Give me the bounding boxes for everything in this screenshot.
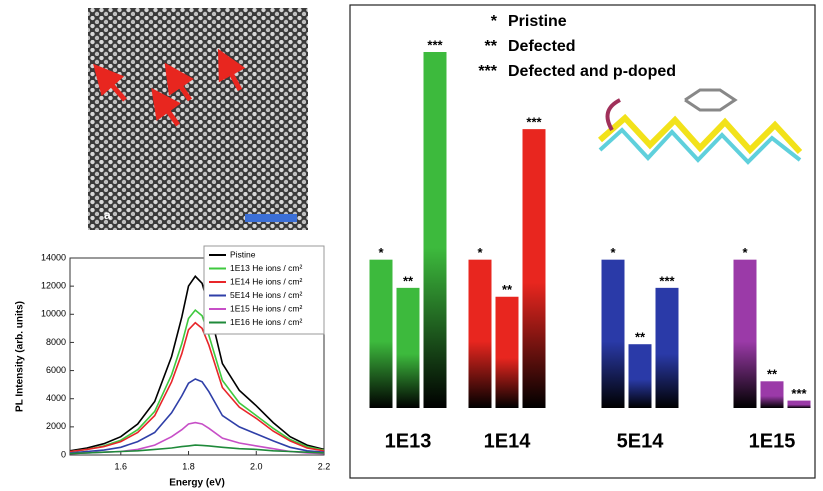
y-axis-label: PL Intensity (arb. units) [15, 301, 26, 412]
bar [788, 401, 811, 408]
molecule-illustration [600, 90, 800, 162]
category-label: 5E14 [617, 430, 665, 452]
bar-symbol: * [610, 245, 616, 260]
bar [602, 260, 625, 408]
panel-label: a [104, 208, 111, 222]
legend-label: 1E15 He ions / cm² [230, 303, 302, 313]
category-label: 1E13 [385, 430, 432, 452]
bar [424, 52, 447, 408]
bar-symbol: ** [635, 330, 646, 345]
legend-label: 1E13 He ions / cm² [230, 263, 302, 273]
x-tick-label: 2.0 [250, 461, 263, 471]
category-label: 1E15 [749, 430, 796, 452]
bar [734, 260, 757, 408]
figure: a 0 2000 4000 6000 8000 10000 12000 14000 1.6 1.8… [0, 0, 823, 491]
bar [469, 260, 492, 408]
bar [370, 260, 393, 408]
legend-label: Defected [508, 38, 576, 55]
legend-label: 1E14 He ions / cm² [230, 276, 302, 286]
y-tick-label: 8000 [46, 337, 66, 347]
legend-label: 5E14 He ions / cm² [230, 290, 302, 300]
y-tick-label: 14000 [41, 252, 66, 262]
legend-symbol: ** [485, 38, 498, 55]
bar-symbol: *** [427, 37, 443, 52]
bar [496, 297, 519, 408]
stm-image: a [88, 8, 308, 230]
bar-symbol: ** [502, 282, 513, 297]
y-tick-label: 0 [61, 449, 66, 459]
bar-symbol: * [742, 245, 748, 260]
bar [629, 344, 652, 408]
x-tick-label: 2.2 [318, 461, 331, 471]
bar-symbol: ** [767, 367, 778, 382]
x-tick-label: 1.8 [182, 461, 195, 471]
legend-symbol: *** [478, 63, 497, 80]
y-tick-label: 4000 [46, 393, 66, 403]
bar [523, 129, 546, 408]
y-tick-label: 10000 [41, 309, 66, 319]
y-tick-label: 12000 [41, 281, 66, 291]
legend-label: Defected and p-doped [508, 63, 676, 80]
bar-symbol: *** [659, 273, 675, 288]
bar [761, 381, 784, 408]
bar [397, 288, 420, 408]
y-tick-label: 6000 [46, 365, 66, 375]
bar-symbol: * [378, 245, 384, 260]
bar-symbol: *** [791, 386, 807, 401]
bar-symbol: * [477, 245, 483, 260]
legend-label: 1E16 He ions / cm² [230, 317, 302, 327]
legend-label: Pistine [230, 249, 256, 259]
legend-symbol: * [491, 13, 498, 30]
bar-symbol: ** [403, 273, 414, 288]
category-label: 1E14 [484, 430, 532, 452]
legend-label: Pristine [508, 13, 567, 30]
x-tick-label: 1.6 [115, 461, 128, 471]
y-tick-label: 2000 [46, 421, 66, 431]
bar [656, 288, 679, 408]
bar-symbol: *** [526, 115, 542, 130]
x-axis-label: Energy (eV) [169, 478, 225, 489]
